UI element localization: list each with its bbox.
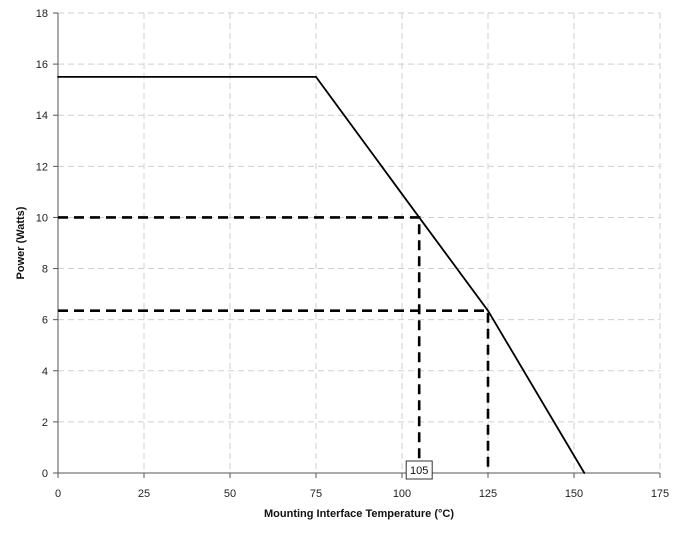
y-tick-label: 10 (36, 212, 48, 224)
annotation-label: 105 (410, 465, 428, 477)
x-tick-label: 25 (138, 488, 150, 500)
x-tick-label: 0 (55, 488, 61, 500)
annotations: 105 (405, 460, 433, 480)
data-point (57, 75, 59, 78)
data-point (315, 75, 317, 78)
y-tick-label: 18 (36, 8, 48, 20)
y-axis-title: Power (Watts) (15, 206, 27, 279)
x-tick-label: 50 (224, 488, 236, 500)
x-tick-label: 75 (310, 488, 322, 500)
x-axis-title: Mounting Interface Temperature (°C) (264, 508, 454, 520)
y-tick-label: 4 (42, 366, 48, 378)
x-tick-labels: 0 25 50 75 100 125 150 175 (55, 488, 669, 500)
x-tick-label: 175 (651, 488, 669, 500)
y-tick-labels: 0 2 4 6 8 10 12 14 16 18 (36, 8, 48, 480)
y-tick-label: 8 (42, 264, 48, 276)
x-tick-label: 150 (565, 488, 583, 500)
y-tick-label: 12 (36, 161, 48, 173)
x-tick-label: 125 (479, 488, 497, 500)
x-tick-label: 100 (393, 488, 411, 500)
y-tick-label: 14 (36, 110, 48, 122)
y-tick-label: 0 (42, 468, 48, 480)
y-tick-label: 6 (42, 315, 48, 327)
axes (53, 12, 661, 478)
y-tick-label: 2 (42, 417, 48, 429)
data-point (583, 472, 586, 474)
y-tick-label: 16 (36, 59, 48, 71)
grid (58, 12, 661, 473)
annotation-box (405, 460, 433, 480)
series-layer (57, 75, 586, 474)
data-point (487, 309, 489, 312)
data-point (418, 216, 421, 219)
